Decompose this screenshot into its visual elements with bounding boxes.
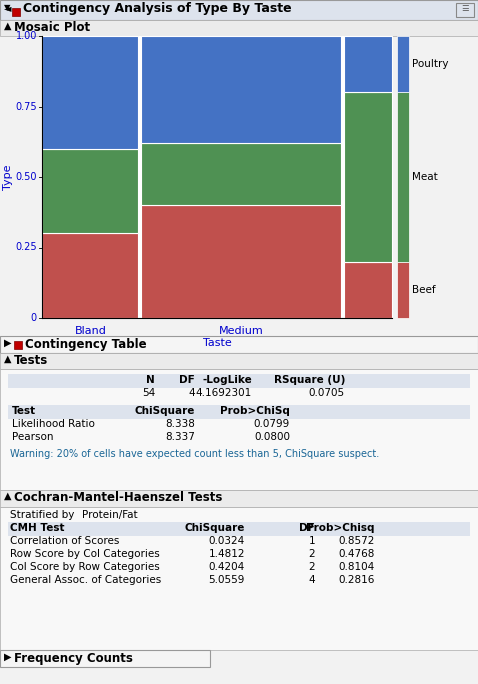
Text: Col Score by Row Categories: Col Score by Row Categories [10,562,160,572]
Text: Tests: Tests [14,354,48,367]
Text: 0: 0 [31,313,37,323]
Text: Medium: Medium [219,326,264,336]
Bar [397,92,409,261]
Text: 0.0324: 0.0324 [209,536,245,546]
Text: Prob>ChiSq: Prob>ChiSq [220,406,290,416]
Text: Type: Type [3,164,13,189]
Text: 0.75: 0.75 [15,101,37,111]
Text: Pearson: Pearson [12,432,54,442]
Bar [42,149,139,233]
Text: 4: 4 [188,388,195,398]
Text: Prob>Chisq: Prob>Chisq [306,523,375,533]
Bar [456,3,474,17]
Text: Frequency Counts: Frequency Counts [14,652,133,665]
Text: 2: 2 [308,562,315,572]
Text: Stratified by: Stratified by [10,510,75,520]
Text: 1.4812: 1.4812 [208,549,245,559]
Text: Protein/Fat: Protein/Fat [82,510,138,520]
Text: DF: DF [179,375,195,385]
Bar [0,369,478,490]
Text: ChiSquare: ChiSquare [185,523,245,533]
Text: 0.0705: 0.0705 [309,388,345,398]
Bar [0,20,478,36]
Text: 0.0799: 0.0799 [254,419,290,429]
Text: ▲: ▲ [4,354,11,364]
Text: 1: 1 [308,536,315,546]
Bar [8,405,470,419]
Text: 0.25: 0.25 [15,243,37,252]
Bar [0,0,478,20]
Text: 0.0800: 0.0800 [254,432,290,442]
Text: 0.2816: 0.2816 [338,575,375,585]
Text: Poultry: Poultry [412,60,448,69]
Text: Contingency Table: Contingency Table [25,338,147,351]
Text: 1.00: 1.00 [16,31,37,41]
Text: Likelihood Ratio: Likelihood Ratio [12,419,95,429]
Bar [0,336,478,353]
Text: ▲: ▲ [4,21,11,31]
Bar [397,261,409,318]
Text: Meat: Meat [412,172,438,182]
Text: ▼: ▼ [4,3,11,12]
Text: Warning: 20% of cells have expected count less than 5, ChiSquare suspect.: Warning: 20% of cells have expected coun… [10,449,379,459]
Text: RSquare (U): RSquare (U) [273,375,345,385]
Bar [397,36,409,92]
Text: ▲: ▲ [4,491,11,501]
Text: 8.337: 8.337 [165,432,195,442]
Bar [42,36,392,318]
Text: 8.338: 8.338 [165,419,195,429]
Text: Test: Test [12,406,36,416]
Text: ▶: ▶ [4,338,11,348]
Text: CMH Test: CMH Test [10,523,65,533]
Bar [12,8,20,16]
Text: Row Score by Col Categories: Row Score by Col Categories [10,549,160,559]
Text: Correlation of Scores: Correlation of Scores [10,536,120,546]
Text: Bland: Bland [75,326,107,336]
Text: 0.8104: 0.8104 [339,562,375,572]
Text: ChiSquare: ChiSquare [135,406,195,416]
Text: DF: DF [299,523,315,533]
Text: Mosaic Plot: Mosaic Plot [14,21,90,34]
Bar [141,143,341,205]
Text: ◄: ◄ [4,3,11,13]
Text: 5.0559: 5.0559 [208,575,245,585]
Bar [42,233,139,318]
Text: General Assoc. of Categories: General Assoc. of Categories [10,575,161,585]
Text: Contingency Analysis of Type By Taste: Contingency Analysis of Type By Taste [23,2,292,15]
Text: 4.1692301: 4.1692301 [196,388,252,398]
Text: 2: 2 [308,549,315,559]
Text: 0.4204: 0.4204 [209,562,245,572]
Bar [141,205,341,318]
Text: ☰: ☰ [461,4,469,13]
Text: ▶: ▶ [4,652,11,662]
Bar [14,341,22,349]
Bar [345,36,392,92]
Bar [141,36,341,143]
Bar [8,374,470,388]
Bar [0,353,478,369]
Bar [345,261,392,318]
Bar [0,650,210,667]
Text: N: N [146,375,155,385]
Text: Beef: Beef [412,285,435,295]
Text: 0.50: 0.50 [15,172,37,182]
Text: 54: 54 [142,388,155,398]
Bar [345,92,392,261]
Text: 4: 4 [308,575,315,585]
Bar [8,522,470,536]
Text: Taste: Taste [203,338,231,348]
Bar [0,490,478,507]
Text: -LogLike: -LogLike [202,375,252,385]
Bar [0,507,478,650]
Text: 0.8572: 0.8572 [338,536,375,546]
Text: 0.4768: 0.4768 [338,549,375,559]
Text: Cochran-Mantel-Haenszel Tests: Cochran-Mantel-Haenszel Tests [14,491,222,504]
Bar [42,36,139,149]
